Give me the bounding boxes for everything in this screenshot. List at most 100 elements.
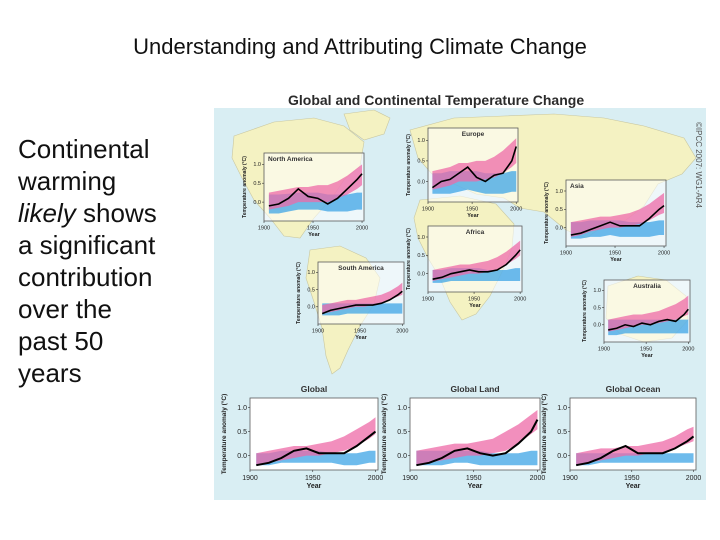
figure-title: Global and Continental Temperature Chang…: [288, 92, 584, 108]
y-tick-label: 0.0: [557, 453, 567, 460]
panel-title: South America: [338, 265, 384, 272]
observed-line: [321, 290, 403, 315]
panel-title: Global: [301, 384, 327, 394]
y-tick-label: 1.0: [417, 235, 425, 241]
x-tick-label: 2000: [682, 347, 694, 353]
panel-title: Europe: [462, 131, 485, 138]
land-greenland: [343, 109, 391, 141]
panel-title: Australia: [633, 283, 661, 290]
combined-forcing-band: [432, 240, 521, 281]
y-axis-label: Temperature anomaly (°C): [220, 394, 228, 475]
chart-panel: 1900 1950 2000 0.0 0.5 1.0 Year Temperature ano…: [406, 225, 526, 309]
x-tick-label: 2000: [396, 329, 408, 335]
x-tick-label: 1950: [466, 475, 482, 482]
x-axis-label: Year: [467, 213, 479, 219]
x-axis-label: Year: [641, 353, 653, 359]
y-tick-label: 0.5: [307, 287, 315, 293]
x-tick-label: 1950: [468, 297, 480, 303]
y-tick-label: 0.5: [237, 429, 247, 436]
y-axis-label: Temperature anomaly (°C): [406, 228, 412, 290]
x-tick-label: 2000: [658, 251, 670, 257]
y-axis-label: Temperature anomaly (°C): [582, 280, 588, 342]
y-tick-label: 0.5: [397, 429, 407, 436]
y-tick-label: 1.0: [253, 162, 261, 168]
y-tick-label: 0.5: [555, 207, 563, 213]
y-axis-label: Temperature anomaly (°C): [406, 134, 412, 196]
observed-line: [416, 419, 539, 467]
y-tick-label: 0.5: [417, 253, 425, 259]
x-tick-label: 2000: [510, 207, 522, 213]
x-axis-label: Year: [469, 303, 481, 309]
x-tick-label: 1900: [312, 329, 324, 335]
x-tick-label: 2000: [368, 475, 384, 482]
x-tick-label: 1900: [422, 297, 434, 303]
body-line: warming: [18, 166, 117, 196]
y-tick-label: 1.0: [593, 288, 601, 294]
x-tick-label: 1950: [624, 475, 640, 482]
x-tick-label: 1900: [402, 475, 418, 482]
observed-line: [575, 435, 695, 467]
figure-svg: Global and Continental Temperature Chang…: [214, 92, 706, 500]
x-tick-label: 1900: [598, 347, 610, 353]
x-tick-label: 2000: [356, 226, 368, 232]
y-tick-label: 0.5: [417, 159, 425, 165]
chart-panel: 1900 1950 2000 0.0 0.5 1.0 Year Temperature ano…: [406, 127, 522, 219]
panel-title: North America: [268, 156, 313, 163]
x-tick-label: 2000: [530, 475, 546, 482]
body-text: Continental warming likely shows a signi…: [18, 133, 203, 389]
panel-title: Global Land: [450, 384, 499, 394]
y-axis-label: Temperature anomaly (°C): [544, 182, 550, 244]
x-axis-label: Year: [355, 335, 367, 341]
figure-credit: ©IPCC 2007: WG1-AR4: [694, 122, 703, 208]
x-axis-label: Year: [468, 483, 483, 490]
x-tick-label: 1950: [640, 347, 652, 353]
y-tick-label: 0.0: [593, 323, 601, 329]
climate-figure: Global and Continental Temperature Chang…: [214, 88, 706, 500]
x-axis-label: Year: [610, 257, 622, 263]
chart-panel: 1900 1950 2000 0.0 0.5 1.0 Year Temperature ano…: [296, 261, 408, 341]
y-tick-label: 1.0: [237, 405, 247, 412]
x-tick-label: 1950: [307, 226, 319, 232]
y-tick-label: 1.0: [307, 270, 315, 276]
panel-title: Global Ocean: [606, 384, 661, 394]
x-axis-label: Year: [626, 483, 641, 490]
y-tick-label: 0.5: [557, 429, 567, 436]
x-tick-label: 1950: [466, 207, 478, 213]
panel-title: Africa: [466, 229, 485, 236]
observed-line: [432, 249, 521, 280]
slide-title: Understanding and Attributing Climate Ch…: [133, 34, 587, 59]
combined-forcing-band: [322, 282, 403, 314]
x-tick-label: 1900: [560, 251, 572, 257]
y-axis-label: Temperature anomaly (°C): [380, 394, 388, 475]
x-tick-label: 1900: [422, 207, 434, 213]
x-axis-label: Year: [308, 232, 320, 238]
y-axis-label: Temperature anomaly (°C): [540, 394, 548, 475]
y-tick-label: 1.0: [417, 138, 425, 144]
y-tick-label: 1.0: [557, 405, 567, 412]
y-axis-label: Temperature anomaly (°C): [296, 262, 302, 324]
panel-title: Asia: [570, 183, 584, 190]
combined-forcing-band: [570, 192, 665, 237]
observed-line: [256, 430, 377, 467]
y-tick-label: 0.5: [593, 305, 601, 311]
body-italic: likely: [18, 198, 76, 228]
body-line: past 50: [18, 326, 104, 356]
x-tick-label: 1950: [609, 251, 621, 257]
body-line: a significant: [18, 230, 156, 260]
x-tick-label: 1950: [354, 329, 366, 335]
combined-forcing-band: [416, 410, 538, 466]
x-axis-label: Year: [307, 483, 322, 490]
y-tick-label: 0.0: [555, 226, 563, 232]
y-tick-label: 0.0: [237, 453, 247, 460]
x-tick-label: 2000: [514, 297, 526, 303]
body-line: over the: [18, 294, 112, 324]
chart-panel: 1900 1950 2000 0.0 0.5 1.0 Year Temperature ano…: [540, 384, 701, 490]
y-axis-label: Temperature anomaly (°C): [242, 156, 248, 218]
x-tick-label: 1900: [562, 475, 578, 482]
y-tick-label: 0.0: [417, 272, 425, 278]
y-tick-label: 0.0: [417, 179, 425, 185]
combined-forcing-band: [608, 295, 689, 332]
observed-line: [608, 308, 689, 331]
y-tick-label: 0.0: [307, 305, 315, 311]
chart-panel: 1900 1950 2000 0.0 0.5 1.0 Year Temperature ano…: [582, 279, 694, 359]
